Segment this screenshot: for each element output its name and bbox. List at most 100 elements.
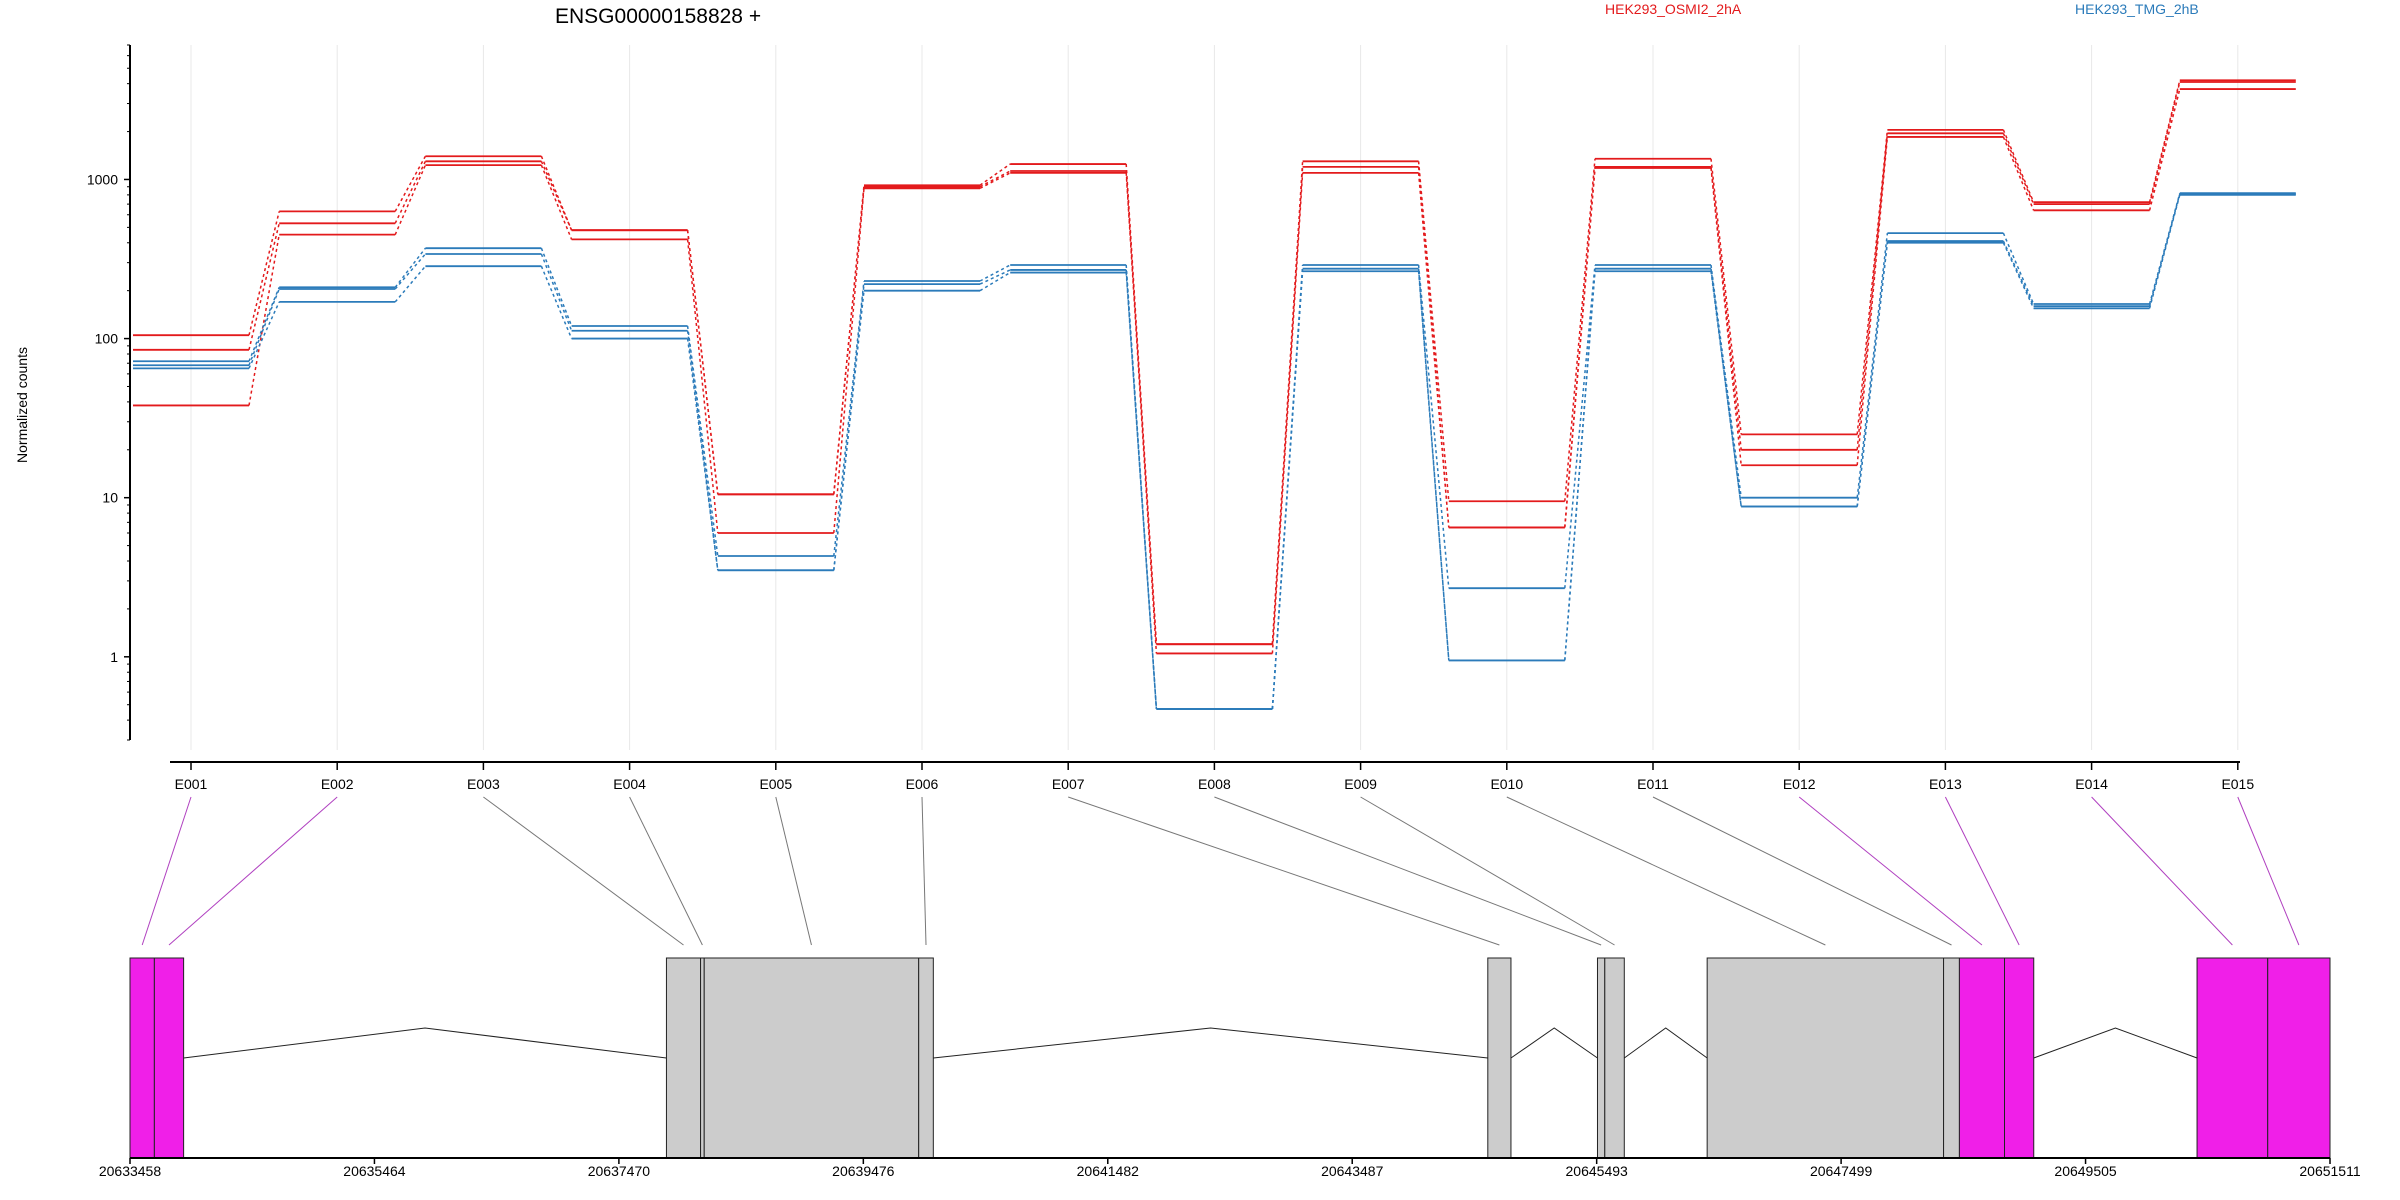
coord-tick-label: 20637470 [588, 1163, 651, 1179]
coord-tick-label: 20647499 [1810, 1163, 1873, 1179]
series-6-connector [686, 338, 719, 571]
series-1-connector [1125, 163, 1158, 645]
coord-tick-label: 20635464 [343, 1163, 406, 1179]
exonic-part-e007 [1487, 957, 1512, 1159]
series-1-connector [2002, 129, 2035, 203]
series-2-connector [2148, 81, 2181, 205]
connector-e009 [1360, 796, 1615, 946]
exonic-part-e005 [703, 957, 920, 1159]
coord-tick-label: 20645493 [1566, 1163, 1629, 1179]
x-tick-label-e015: E015 [2221, 776, 2254, 792]
intron-line-2 [933, 1027, 1488, 1059]
y-axis: 1 10 100 1000 [87, 44, 131, 741]
series-2-connector [979, 170, 1011, 188]
series-4-connector [979, 264, 1011, 282]
connector-e013 [1944, 796, 2020, 946]
series-1-connector [2148, 80, 2181, 203]
exonic-part-e003 [665, 957, 702, 1159]
series-6-connector [1271, 271, 1304, 710]
series-1-connector [1710, 158, 1742, 435]
exon-connectors [141, 796, 2300, 946]
series-4-connector [2002, 232, 2035, 305]
series-1-connector [540, 155, 573, 231]
exonic-part-e008 [1596, 957, 1606, 1159]
series-4-connector [1417, 264, 1450, 589]
coord-tick-label: 20641482 [1077, 1163, 1140, 1179]
exonic-part-e014 [2196, 957, 2269, 1159]
series-3-connector [1710, 167, 1742, 466]
connector-e011 [1652, 796, 1952, 946]
intron-line-3 [1510, 1027, 1598, 1059]
series-6-connector [2148, 194, 2181, 309]
connector-e004 [629, 796, 703, 946]
x-tick-label-e001: E001 [175, 776, 208, 792]
series-3 [133, 88, 2296, 655]
series-3-connector [394, 164, 427, 235]
series-3-connector [1856, 136, 1889, 466]
series-2-connector [686, 230, 719, 495]
series-4-connector [2148, 192, 2181, 305]
x-tick-label-e009: E009 [1344, 776, 1377, 792]
x-tick-label-e014: E014 [2075, 776, 2108, 792]
x-tick-label-e007: E007 [1052, 776, 1085, 792]
series-5-connector [686, 330, 719, 571]
series-2-connector [394, 161, 427, 224]
series-5-connector [248, 288, 280, 366]
y-tick-label-10: 10 [102, 490, 118, 506]
connector-e005 [775, 796, 812, 946]
coord-tick-label: 20643487 [1321, 1163, 1384, 1179]
connector-e014 [2091, 796, 2233, 946]
series-2-connector [1271, 166, 1304, 645]
exonic-part-e004 [700, 957, 705, 1159]
series-6-connector [1856, 242, 1889, 507]
series-3-connector [2002, 136, 2035, 211]
series-5-connector [979, 269, 1011, 285]
series-1-connector [979, 163, 1011, 186]
coordinate-axis: 20633458 20635464 20637470 20639476 20641482… [99, 1157, 2361, 1179]
y-tick-label-1000: 1000 [87, 171, 118, 187]
series-5-connector [1710, 268, 1742, 507]
x-tick-label-e005: E005 [759, 776, 792, 792]
series-3-connector [2148, 88, 2181, 211]
legend-label-group-1: HEK293_OSMI2_2hA [1605, 1, 1742, 17]
series-4-connector [540, 247, 573, 327]
series-1-connector [1856, 129, 1889, 435]
exonic-part-e015 [2267, 957, 2331, 1159]
connector-e001 [141, 796, 192, 946]
series-6-connector [1564, 271, 1596, 661]
series-3-connector [1417, 172, 1450, 528]
series-4-connector [1564, 264, 1596, 589]
coord-tick-label: 20651511 [2299, 1163, 2360, 1179]
series-2-connector [540, 161, 573, 231]
x-tick-label-e006: E006 [906, 776, 939, 792]
legend-label-group-2: HEK293_TMG_2hB [2075, 1, 2199, 17]
series-6 [133, 193, 2296, 710]
connector-e006 [921, 796, 927, 946]
series-6-connector [394, 265, 426, 303]
x-tick-label-e010: E010 [1490, 776, 1523, 792]
series-3-connector [1271, 172, 1304, 654]
intron-line-5 [2033, 1027, 2198, 1059]
exonic-part-e011 [1943, 957, 1960, 1159]
series-2-connector [1856, 133, 1889, 450]
series-3-connector [686, 239, 719, 534]
series-6-connector [2002, 242, 2035, 309]
series-2-connector [1125, 170, 1158, 645]
series-5-connector [540, 253, 573, 332]
intron-line-1 [183, 1027, 667, 1059]
y-axis-label: Normalized counts [14, 347, 30, 463]
coord-tick-label: 20649505 [2054, 1163, 2117, 1179]
coord-tick-label: 20633458 [99, 1163, 162, 1179]
connector-e003 [483, 796, 684, 946]
series-1-connector [394, 155, 427, 212]
series-4-connector [394, 247, 426, 288]
x-tick-label-e011: E011 [1637, 776, 1669, 792]
x-axis: E001 E002 E003 E004 E005 E006 E007 E008 E009 E010… [170, 761, 2254, 792]
exonic-part-e013 [2004, 957, 2035, 1159]
x-tick-label-e003: E003 [467, 776, 500, 792]
series-4-connector [1856, 233, 1889, 498]
connector-e010 [1506, 796, 1826, 946]
series-6-connector [979, 271, 1011, 292]
connector-e015 [2237, 796, 2300, 946]
